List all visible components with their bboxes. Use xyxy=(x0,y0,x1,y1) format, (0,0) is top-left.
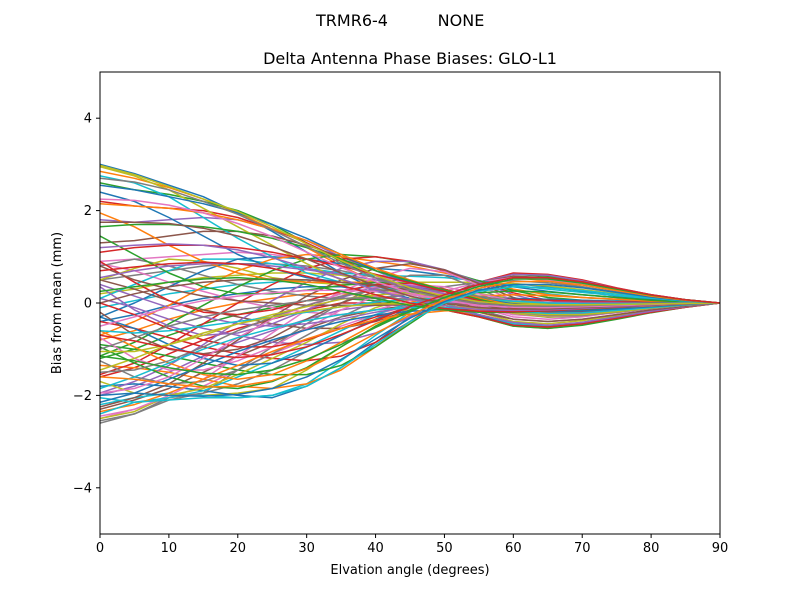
suptitle-right: NONE xyxy=(438,11,485,30)
series-line-69 xyxy=(100,302,720,371)
x-axis-label: Elvation angle (degrees) xyxy=(330,563,489,578)
x-tick-label: 70 xyxy=(574,541,591,556)
series-line-84 xyxy=(100,276,720,359)
series-line-79 xyxy=(100,164,720,306)
series-line-77 xyxy=(100,198,720,309)
series-line-70 xyxy=(100,302,720,390)
y-tick-label: −4 xyxy=(73,481,92,496)
series-line-81 xyxy=(100,283,720,398)
x-axis: 0 10 20 30 40 50 60 70 80 90 xyxy=(96,534,728,556)
series-line-82 xyxy=(100,280,720,388)
y-tick-label: 2 xyxy=(84,204,92,219)
y-tick-label: −2 xyxy=(73,389,92,404)
x-tick-label: 10 xyxy=(161,541,178,556)
series-line-83 xyxy=(100,278,720,376)
suptitle-left: TRMR6-4 xyxy=(315,11,388,30)
y-tick-label: 0 xyxy=(84,297,92,312)
x-tick-label: 50 xyxy=(436,541,453,556)
series-line-30 xyxy=(100,258,720,304)
series-layer xyxy=(100,163,720,424)
y-axis-label: Bias from mean (mm) xyxy=(50,232,65,374)
x-tick-label: 30 xyxy=(298,541,315,556)
series-line-80 xyxy=(100,286,720,415)
x-tick-label: 60 xyxy=(505,541,522,556)
x-tick-label: 0 xyxy=(96,541,104,556)
y-axis: −4 −2 0 2 4 xyxy=(73,112,100,496)
x-tick-label: 90 xyxy=(712,541,729,556)
y-tick-label: 4 xyxy=(84,112,92,127)
x-tick-label: 40 xyxy=(367,541,384,556)
chart-title: Delta Antenna Phase Biases: GLO-L1 xyxy=(263,49,557,68)
plot-area xyxy=(100,163,720,424)
series-line-53 xyxy=(100,290,720,390)
x-tick-label: 20 xyxy=(230,541,247,556)
x-tick-label: 80 xyxy=(643,541,660,556)
